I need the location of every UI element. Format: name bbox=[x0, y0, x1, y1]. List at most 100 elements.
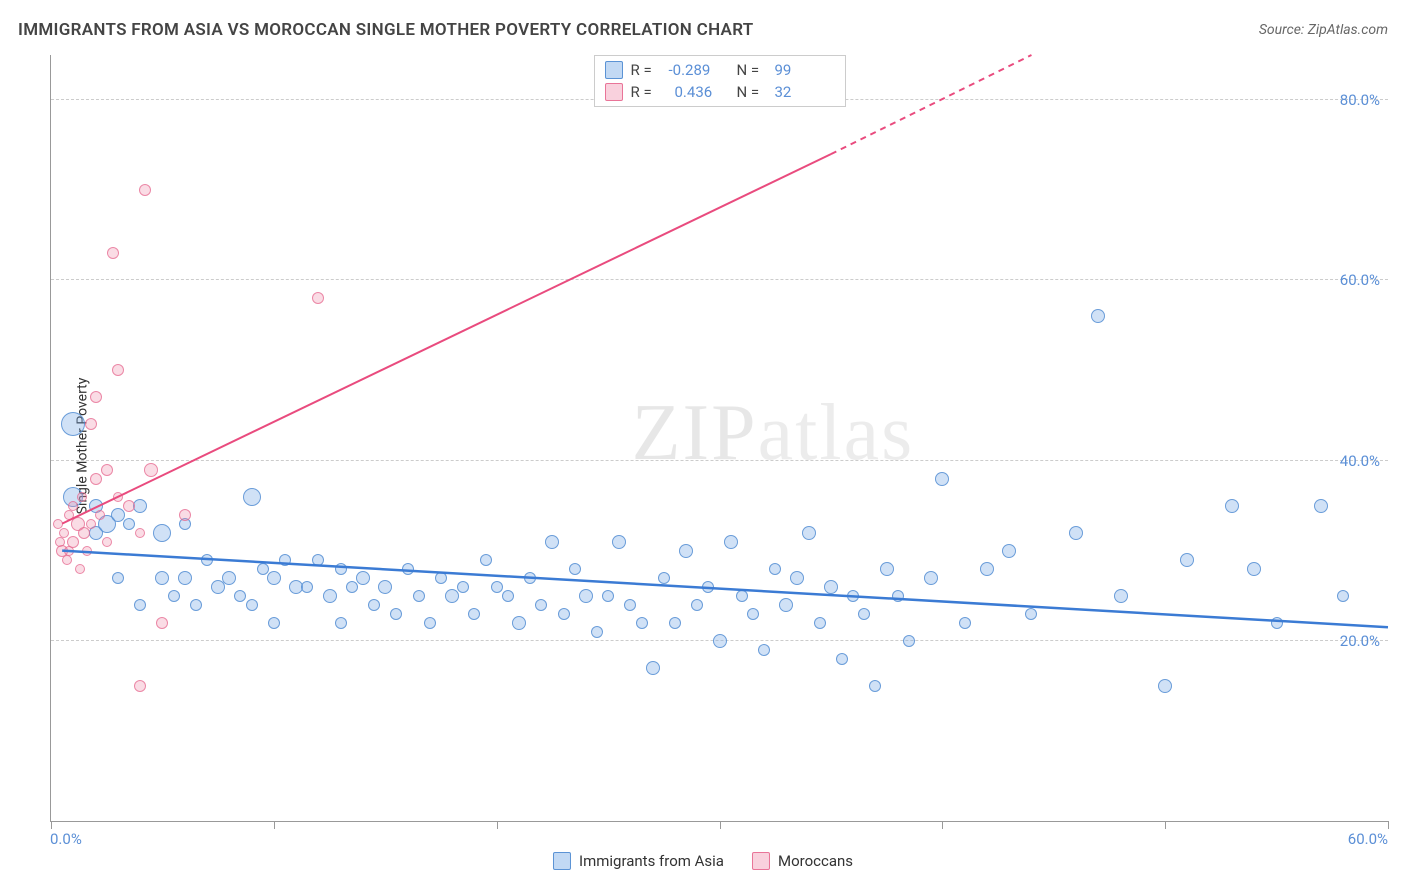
legend-item: Immigrants from Asia bbox=[553, 852, 724, 870]
data-point bbox=[869, 680, 881, 692]
y-tick-label: 20.0% bbox=[1340, 632, 1380, 650]
stats-row: R = -0.289 N = 99 bbox=[605, 59, 835, 81]
data-point bbox=[134, 599, 146, 611]
data-point bbox=[335, 617, 347, 629]
data-point bbox=[814, 617, 826, 629]
data-point bbox=[1158, 679, 1172, 693]
data-point bbox=[535, 599, 547, 611]
data-point bbox=[569, 563, 581, 575]
swatch-pink bbox=[605, 83, 623, 101]
data-point bbox=[1180, 553, 1194, 567]
data-point bbox=[646, 661, 660, 675]
data-point bbox=[724, 535, 738, 549]
data-point bbox=[62, 555, 72, 565]
data-point bbox=[268, 617, 280, 629]
data-point bbox=[903, 635, 915, 647]
data-point bbox=[101, 464, 113, 476]
swatch-pink bbox=[752, 852, 770, 870]
data-point bbox=[1069, 526, 1083, 540]
data-point bbox=[234, 590, 246, 602]
y-tick-label: 60.0% bbox=[1340, 271, 1380, 289]
data-point bbox=[279, 554, 291, 566]
data-point bbox=[480, 554, 492, 566]
data-point bbox=[123, 518, 135, 530]
trend-lines bbox=[51, 55, 1388, 821]
data-point bbox=[435, 572, 447, 584]
data-point bbox=[179, 509, 191, 521]
data-point bbox=[624, 599, 636, 611]
data-point bbox=[602, 590, 614, 602]
data-point bbox=[758, 644, 770, 656]
legend-item: Moroccans bbox=[752, 852, 853, 870]
swatch-blue bbox=[553, 852, 571, 870]
x-tick bbox=[720, 821, 721, 829]
data-point bbox=[90, 391, 102, 403]
chart-title: IMMIGRANTS FROM ASIA VS MOROCCAN SINGLE … bbox=[18, 20, 754, 40]
data-point bbox=[1247, 562, 1261, 576]
series-legend: Immigrants from Asia Moroccans bbox=[553, 852, 853, 870]
x-tick-label: 60.0% bbox=[1348, 830, 1388, 848]
source-attribution: Source: ZipAtlas.com bbox=[1259, 22, 1388, 38]
x-tick bbox=[1388, 821, 1389, 829]
data-point bbox=[636, 617, 648, 629]
x-tick-label: 0.0% bbox=[50, 830, 82, 848]
data-point bbox=[880, 562, 894, 576]
data-point bbox=[524, 572, 536, 584]
data-point bbox=[468, 608, 480, 620]
x-tick bbox=[942, 821, 943, 829]
data-point bbox=[836, 653, 848, 665]
data-point bbox=[312, 554, 324, 566]
data-point bbox=[713, 634, 727, 648]
data-point bbox=[68, 501, 78, 511]
data-point bbox=[107, 247, 119, 259]
data-point bbox=[612, 535, 626, 549]
data-point bbox=[769, 563, 781, 575]
data-point bbox=[959, 617, 971, 629]
data-point bbox=[378, 580, 392, 594]
data-point bbox=[658, 572, 670, 584]
data-point bbox=[246, 599, 258, 611]
y-tick-label: 80.0% bbox=[1340, 91, 1380, 109]
data-point bbox=[323, 589, 337, 603]
data-point bbox=[402, 563, 414, 575]
legend-label: Moroccans bbox=[778, 852, 853, 870]
data-point bbox=[61, 412, 85, 436]
data-point bbox=[78, 527, 90, 539]
data-point bbox=[892, 590, 904, 602]
data-point bbox=[156, 617, 168, 629]
data-point bbox=[702, 581, 714, 593]
data-point bbox=[802, 526, 816, 540]
data-point bbox=[790, 571, 804, 585]
gridline bbox=[51, 279, 1388, 280]
data-point bbox=[424, 617, 436, 629]
watermark: ZIPatlas bbox=[632, 388, 915, 479]
stats-legend: R = -0.289 N = 99 R = 0.436 N = 32 bbox=[594, 55, 846, 107]
data-point bbox=[243, 488, 261, 506]
data-point bbox=[512, 616, 526, 630]
data-point bbox=[82, 546, 92, 556]
x-tick bbox=[1165, 821, 1166, 829]
data-point bbox=[144, 463, 158, 477]
data-point bbox=[111, 508, 125, 522]
data-point bbox=[824, 580, 838, 594]
data-point bbox=[190, 599, 202, 611]
x-tick bbox=[497, 821, 498, 829]
data-point bbox=[980, 562, 994, 576]
data-point bbox=[1271, 617, 1283, 629]
data-point bbox=[53, 519, 63, 529]
data-point bbox=[356, 571, 370, 585]
data-point bbox=[135, 528, 145, 538]
scatter-chart: ZIPatlas R = -0.289 N = 99 R = 0.436 N =… bbox=[50, 55, 1388, 822]
data-point bbox=[747, 608, 759, 620]
data-point bbox=[178, 571, 192, 585]
data-point bbox=[1314, 499, 1328, 513]
data-point bbox=[113, 492, 123, 502]
data-point bbox=[222, 571, 236, 585]
data-point bbox=[858, 608, 870, 620]
data-point bbox=[1002, 544, 1016, 558]
legend-label: Immigrants from Asia bbox=[579, 852, 724, 870]
data-point bbox=[413, 590, 425, 602]
data-point bbox=[257, 563, 269, 575]
stats-row: R = 0.436 N = 32 bbox=[605, 81, 835, 103]
data-point bbox=[123, 500, 135, 512]
